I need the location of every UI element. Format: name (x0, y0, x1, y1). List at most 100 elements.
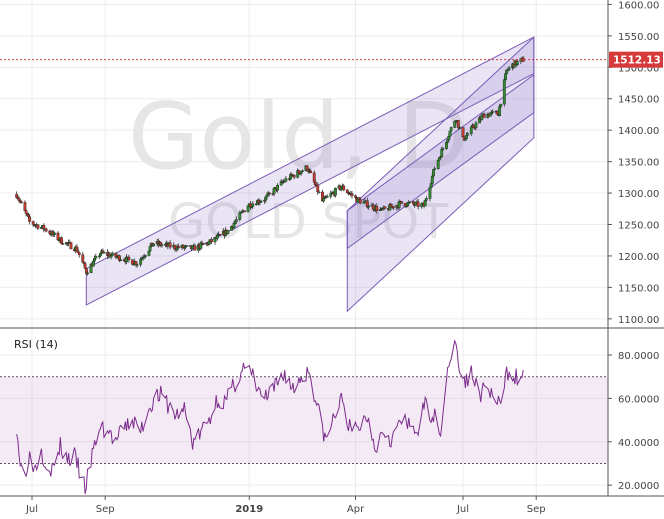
candle-body (515, 61, 519, 66)
candle-body (358, 199, 362, 204)
candle-body (276, 184, 280, 191)
candle-body (168, 242, 172, 248)
candle-body (495, 111, 499, 115)
candle-body (238, 212, 242, 220)
candle-body (86, 272, 89, 275)
candle-body (325, 196, 329, 198)
candle-body (83, 263, 87, 269)
time-tick-label: 2019 (235, 504, 263, 515)
candle-body (77, 252, 81, 255)
price-tick-label: 1550.00 (618, 32, 659, 43)
candle-body (441, 148, 445, 150)
rsi-line (16, 339, 524, 494)
time-tick-label: Sep (96, 504, 115, 515)
time-tick-label: Apr (347, 504, 365, 515)
rsi-title: RSI (14) (14, 338, 58, 351)
candle-body (251, 203, 255, 207)
candle-body (433, 168, 437, 170)
candle-body (119, 259, 122, 261)
rsi-tick-label: 80.0000 (618, 351, 659, 362)
time-tick-label: Jul (25, 504, 38, 515)
candle-body (292, 174, 296, 178)
candles-layer (15, 55, 525, 276)
candle-body (185, 245, 189, 247)
candle-body (110, 252, 114, 256)
candle-body (193, 245, 197, 251)
candle-body (474, 122, 478, 128)
candle-body (408, 201, 412, 203)
rsi-plot-area[interactable] (0, 329, 608, 496)
candle-body (201, 243, 205, 245)
candle-body (466, 133, 470, 136)
candle-body (367, 205, 370, 208)
time-axis-ticks[interactable]: Jul Sep 2019 Apr Jul Sep (25, 496, 546, 515)
price-tick-label: 1600.00 (618, 0, 659, 11)
candle-body (272, 188, 276, 194)
price-tick-label: 1400.00 (618, 126, 659, 137)
candle-body (342, 185, 346, 191)
candle-body (424, 198, 428, 201)
last-price-badge (609, 51, 663, 68)
candle-body (81, 254, 85, 263)
rsi-axis-ticks[interactable]: 20.0000 40.0000 60.0000 80.0000 (608, 351, 659, 492)
candle-body (322, 198, 326, 202)
candle-body (76, 250, 80, 253)
rsi-tick-label: 20.0000 (618, 481, 659, 492)
candle-body (309, 170, 313, 174)
candle-body (317, 191, 321, 194)
candle-body (350, 193, 354, 196)
candle-body (226, 230, 230, 234)
candle-body (461, 127, 465, 138)
candle-body (436, 159, 440, 169)
candle-body (19, 201, 23, 203)
last-price-label: 1512.13 (613, 55, 661, 67)
price-tick-label: 1150.00 (618, 283, 659, 294)
trend-channel (346, 73, 535, 250)
candle-body (61, 243, 65, 245)
price-tick-label: 1300.00 (618, 189, 659, 200)
candle-body (469, 126, 473, 134)
candle-body (218, 234, 222, 236)
price-tick-label: 1450.00 (618, 95, 659, 106)
candle-body (339, 186, 343, 190)
candle-body (135, 264, 139, 266)
candle-body (69, 242, 73, 250)
candle-body (160, 244, 164, 246)
candle-body (210, 239, 213, 243)
candle-body (259, 200, 263, 203)
candle-body (491, 111, 494, 113)
candle-body (449, 127, 453, 132)
price-axis-ticks[interactable]: 1100.00 1150.00 1200.00 1250.00 1300.00 1350.… (608, 0, 659, 326)
candle-body (482, 113, 486, 118)
rsi-tick-label: 40.0000 (618, 438, 659, 449)
candle-body (177, 246, 180, 248)
candle-body (139, 258, 143, 265)
candle-body (375, 206, 379, 211)
rsi-tick-label: 60.0000 (618, 394, 659, 405)
candle-body (465, 135, 468, 139)
candle-body (499, 103, 503, 107)
trend-channel (346, 35, 535, 313)
candle-body (53, 232, 56, 235)
candle-body (507, 67, 511, 70)
candle-body (391, 206, 395, 209)
candle-body (143, 255, 147, 257)
time-tick-label: Jul (456, 504, 469, 515)
grid-layer (0, 0, 608, 496)
candle-body (400, 201, 403, 204)
candle-body (102, 252, 106, 254)
price-tick-label: 1350.00 (618, 158, 659, 169)
candle-body (301, 170, 304, 172)
candle-body (432, 169, 435, 177)
candle-body (297, 170, 301, 174)
candle-body (313, 181, 317, 186)
candle-body (44, 228, 48, 232)
candle-body (246, 205, 250, 213)
candle-body (152, 243, 156, 247)
candle-body (28, 216, 32, 222)
candle-body (24, 210, 28, 214)
candle-body (234, 219, 238, 222)
candle-body (243, 210, 246, 213)
rsi-band (0, 376, 608, 464)
